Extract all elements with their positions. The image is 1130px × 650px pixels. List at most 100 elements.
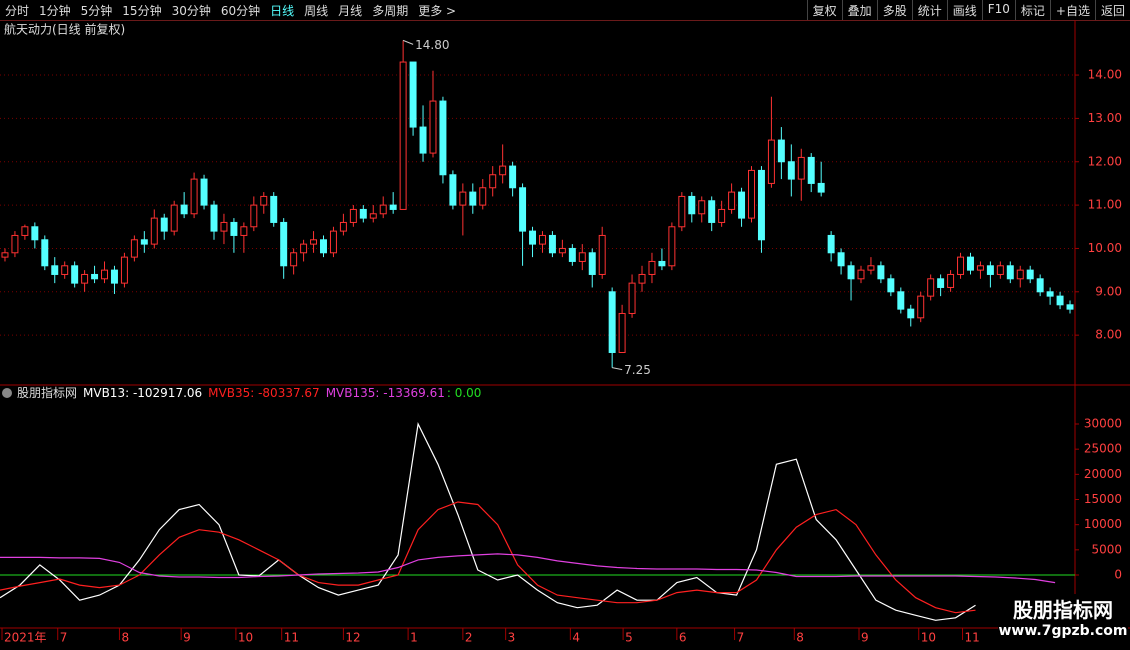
indicator-line: [0, 553, 1056, 584]
watermark-url: www.7gpzb.com: [998, 623, 1128, 639]
x-tick-label: 10: [238, 631, 253, 645]
candle-body: [568, 247, 576, 262]
tab[interactable]: 分时: [5, 4, 30, 18]
tab[interactable]: 多周期: [372, 4, 409, 18]
y-tick-label: 10000: [1084, 517, 1122, 531]
candle-body: [548, 234, 556, 254]
candle-body: [529, 230, 537, 245]
x-tick-label: 3: [508, 631, 516, 645]
tab[interactable]: 1分钟: [39, 4, 71, 18]
candle-body: [51, 265, 59, 275]
tab[interactable]: 60分钟: [220, 4, 261, 18]
candle-body: [170, 204, 178, 232]
tabs: 分时 1分钟 5分钟 15分钟 30分钟 60分钟 日线 周线 月线 多周期 更多 >: [0, 0, 461, 20]
tab[interactable]: 15分钟: [122, 4, 162, 18]
tab[interactable]: 5分钟: [80, 4, 113, 18]
candle-body: [31, 226, 39, 241]
x-tick-label: 2021年: [4, 631, 47, 645]
button[interactable]: +自选: [1049, 0, 1095, 20]
y-tick-label: 11.00: [1088, 198, 1122, 212]
candle-body: [827, 234, 835, 254]
candle-body: [260, 195, 268, 206]
candle-body: [389, 204, 397, 210]
y-tick-label: 10.00: [1088, 241, 1122, 255]
candle-body: [907, 308, 915, 319]
candle-body: [130, 239, 138, 258]
candle-body: [797, 156, 805, 180]
button[interactable]: 叠加: [841, 0, 877, 20]
candle-body: [817, 182, 825, 193]
legend-entry: MVB13: -102917.06: [83, 386, 202, 400]
annotation: 7.25: [624, 363, 651, 377]
button[interactable]: 画线: [946, 0, 982, 20]
candle-body: [1016, 269, 1024, 280]
candle-body: [339, 221, 347, 232]
tab[interactable]: 30分钟: [171, 4, 211, 18]
x-tick-label: 8: [121, 631, 129, 645]
candle-body: [1066, 304, 1074, 310]
candle-body: [837, 252, 845, 267]
candle-body: [61, 265, 69, 275]
candle-body: [379, 204, 387, 215]
candle-body: [160, 217, 168, 232]
candle-body: [150, 217, 158, 245]
collapse-icon: [2, 388, 12, 398]
button[interactable]: 复权: [806, 0, 842, 20]
candle-body: [598, 234, 606, 275]
candle-body: [479, 187, 487, 206]
candle-body: [310, 239, 318, 245]
candle-body: [429, 100, 437, 154]
candle-body: [867, 265, 875, 271]
x-tick-label: 6: [679, 631, 687, 645]
candle-body: [927, 278, 935, 297]
candle-body: [11, 234, 19, 254]
candle-body: [678, 195, 686, 228]
candle-body: [1026, 269, 1034, 280]
button[interactable]: F10: [981, 0, 1015, 20]
button[interactable]: 统计: [911, 0, 947, 20]
legend-entry: : 0.00: [447, 386, 482, 400]
candle-body: [1056, 295, 1064, 306]
candle-body: [628, 282, 636, 314]
x-tick-label: 7: [60, 631, 68, 645]
y-tick-label: 25000: [1084, 442, 1122, 456]
y-tick-label: 12.00: [1088, 154, 1122, 168]
candle-body: [578, 252, 586, 262]
tab[interactable]: 更多 >: [418, 4, 457, 18]
candle-body: [738, 191, 746, 219]
buttons: 复权 叠加 多股 统计 画线 F10 标记 +自选 返回: [806, 0, 1130, 20]
candle-body: [767, 139, 775, 184]
x-tick-label: 5: [625, 631, 633, 645]
candle-body: [608, 291, 616, 353]
button[interactable]: 标记: [1014, 0, 1050, 20]
x-tick-label: 10: [921, 631, 936, 645]
candle-body: [688, 195, 696, 215]
legend-entry: MVB35: -80337.67: [208, 386, 320, 400]
y-tick-label: 8.00: [1095, 328, 1122, 342]
candle-body: [519, 187, 527, 232]
tab[interactable]: 周线: [304, 4, 329, 18]
candle-body: [399, 61, 407, 210]
tab[interactable]: 日线: [270, 4, 295, 18]
candle-body: [986, 265, 994, 275]
legend-entry: MVB135: -13369.61: [326, 386, 445, 400]
candle-body: [230, 221, 238, 236]
candle-body: [499, 165, 507, 176]
y-tick-label: 20000: [1084, 467, 1122, 481]
candle-body: [190, 178, 198, 215]
candle-body: [200, 178, 208, 206]
button[interactable]: 返回: [1094, 0, 1130, 20]
candle-body: [957, 256, 965, 275]
y-tick-label: 5000: [1091, 542, 1122, 556]
candle-body: [718, 208, 726, 223]
x-tick-label: 1: [410, 631, 418, 645]
tab[interactable]: 月线: [338, 4, 363, 18]
candle-body: [140, 239, 148, 245]
candle-body: [359, 208, 367, 219]
candle-body: [658, 260, 666, 267]
candle-body: [71, 265, 79, 284]
candle-body: [459, 191, 467, 206]
indicator-legend: 股朋指标网 MVB13: -102917.06 MVB35: -80337.67 MV…: [17, 385, 481, 400]
candle-body: [349, 208, 357, 223]
button[interactable]: 多股: [876, 0, 912, 20]
